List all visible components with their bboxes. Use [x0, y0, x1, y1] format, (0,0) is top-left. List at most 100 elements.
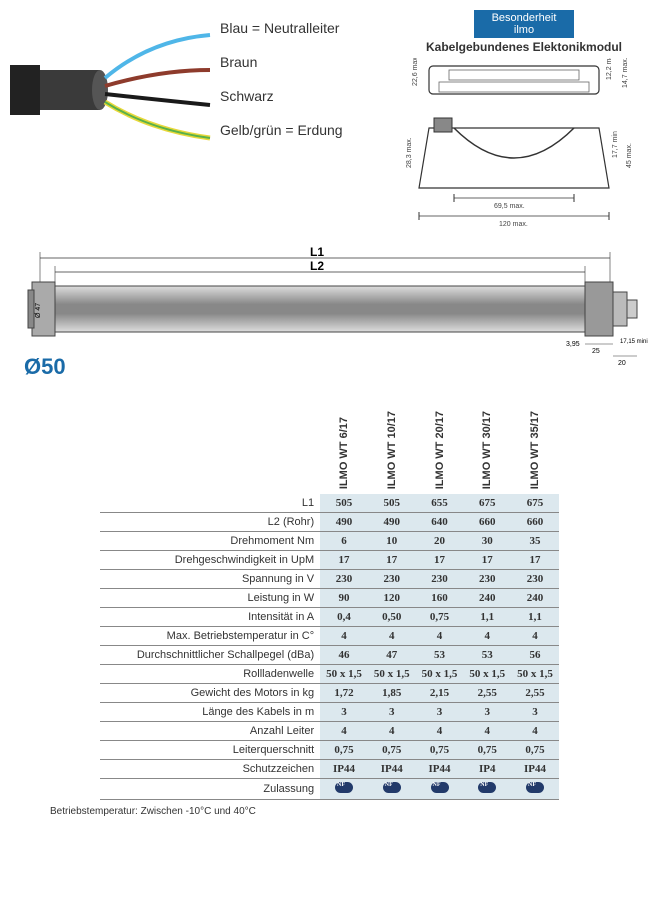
cell-value: 240	[463, 589, 511, 608]
svg-text:3,95: 3,95	[566, 341, 580, 348]
row-label: Leistung in W	[100, 589, 320, 608]
cell-value: 50 x 1,5	[511, 665, 559, 684]
cell-value: 675	[511, 494, 559, 513]
cable-diagram: Blau = Neutralleiter Braun Schwarz Gelb/…	[10, 10, 389, 190]
cell-value	[416, 779, 464, 800]
cell-value: 2,55	[511, 684, 559, 703]
table-row: SchutzzeichenIP44IP44IP44IP4IP44	[100, 760, 559, 779]
cell-value: 0,75	[368, 741, 416, 760]
svg-text:45 max.: 45 max.	[626, 143, 633, 168]
cell-value: 655	[416, 494, 464, 513]
row-label: L1	[100, 494, 320, 513]
cert-icon	[431, 782, 449, 793]
cell-value: 50 x 1,5	[320, 665, 368, 684]
cell-value	[320, 779, 368, 800]
cell-value: 120	[368, 589, 416, 608]
cell-value: 1,72	[320, 684, 368, 703]
cell-value: 3	[368, 703, 416, 722]
row-label: Drehgeschwindigkeit in UpM	[100, 551, 320, 570]
cell-value: 4	[463, 627, 511, 646]
table-row: Spannung in V230230230230230	[100, 570, 559, 589]
table-row: L2 (Rohr)490490640660660	[100, 513, 559, 532]
table-row: L1505505655675675	[100, 494, 559, 513]
cell-value: 17	[463, 551, 511, 570]
table-row: Leiterquerschnitt0,750,750,750,750,75	[100, 741, 559, 760]
wire-label-blue: Blau = Neutralleiter	[220, 20, 343, 36]
module-svg: 22,6 max. 12,2 max. 14,7 max. 69,5 max. …	[399, 58, 639, 228]
cell-value: 160	[416, 589, 464, 608]
wire-label-brown: Braun	[220, 54, 343, 70]
column-header: ILMO WT 20/17	[416, 404, 464, 494]
cell-value: 230	[416, 570, 464, 589]
cell-value: 50 x 1,5	[463, 665, 511, 684]
cell-value: IP4	[463, 760, 511, 779]
cell-value: 0,75	[416, 608, 464, 627]
table-row: Zulassung	[100, 779, 559, 800]
svg-text:28,3 max.: 28,3 max.	[406, 137, 413, 168]
cell-value: 17	[511, 551, 559, 570]
cell-value: 505	[320, 494, 368, 513]
table-row: Anzahl Leiter44444	[100, 722, 559, 741]
cell-value: 53	[416, 646, 464, 665]
cell-value: IP44	[511, 760, 559, 779]
row-label: Drehmoment Nm	[100, 532, 320, 551]
row-label: Spannung in V	[100, 570, 320, 589]
column-header: ILMO WT 6/17	[320, 404, 368, 494]
cell-value: 230	[320, 570, 368, 589]
cell-value: 4	[511, 722, 559, 741]
table-row: Durchschnittlicher Schallpegel (dBa)4647…	[100, 646, 559, 665]
row-label: Intensität in A	[100, 608, 320, 627]
svg-text:L2: L2	[310, 259, 324, 273]
table-row: Drehmoment Nm610203035	[100, 532, 559, 551]
cell-value: 3	[511, 703, 559, 722]
table-row: Rollladenwelle50 x 1,550 x 1,550 x 1,550…	[100, 665, 559, 684]
table-row: Leistung in W90120160240240	[100, 589, 559, 608]
cell-value: 17	[368, 551, 416, 570]
cell-value: IP44	[320, 760, 368, 779]
cell-value: 240	[511, 589, 559, 608]
row-label: Leiterquerschnitt	[100, 741, 320, 760]
cell-value: 17	[320, 551, 368, 570]
cell-value: 3	[416, 703, 464, 722]
cell-value: 0,50	[368, 608, 416, 627]
row-label: Rollladenwelle	[100, 665, 320, 684]
cell-value: 4	[463, 722, 511, 741]
cert-icon	[335, 782, 353, 793]
cell-value: 17	[416, 551, 464, 570]
cell-value: 6	[320, 532, 368, 551]
cell-value: 35	[511, 532, 559, 551]
cell-value: 50 x 1,5	[416, 665, 464, 684]
cell-value: 3	[463, 703, 511, 722]
cert-icon	[526, 782, 544, 793]
cell-value: IP44	[416, 760, 464, 779]
cell-value: 90	[320, 589, 368, 608]
cell-value: 20	[416, 532, 464, 551]
cell-value: 30	[463, 532, 511, 551]
cell-value: 4	[368, 722, 416, 741]
cell-value: 675	[463, 494, 511, 513]
cell-value: 4	[320, 722, 368, 741]
spec-table: ILMO WT 6/17ILMO WT 10/17ILMO WT 20/17IL…	[100, 404, 559, 800]
cell-value: 53	[463, 646, 511, 665]
cell-value: 2,15	[416, 684, 464, 703]
cell-value	[463, 779, 511, 800]
cell-value	[368, 779, 416, 800]
motor-diagram: L1 L2 Ø 47 3,95 25 20 17,15 mini	[10, 246, 649, 389]
top-section: Blau = Neutralleiter Braun Schwarz Gelb/…	[10, 10, 649, 231]
cell-value: 4	[320, 627, 368, 646]
wire-label-black: Schwarz	[220, 88, 343, 104]
cert-icon	[383, 782, 401, 793]
table-row: Drehgeschwindigkeit in UpM1717171717	[100, 551, 559, 570]
cell-value: 660	[511, 513, 559, 532]
cell-value: 0,75	[320, 741, 368, 760]
row-label: L2 (Rohr)	[100, 513, 320, 532]
cell-value: 56	[511, 646, 559, 665]
cell-value: 490	[368, 513, 416, 532]
cell-value: 2,55	[463, 684, 511, 703]
svg-text:L1: L1	[310, 246, 324, 259]
column-header: ILMO WT 10/17	[368, 404, 416, 494]
cell-value: 47	[368, 646, 416, 665]
row-label: Anzahl Leiter	[100, 722, 320, 741]
cell-value: 4	[511, 627, 559, 646]
row-label: Durchschnittlicher Schallpegel (dBa)	[100, 646, 320, 665]
